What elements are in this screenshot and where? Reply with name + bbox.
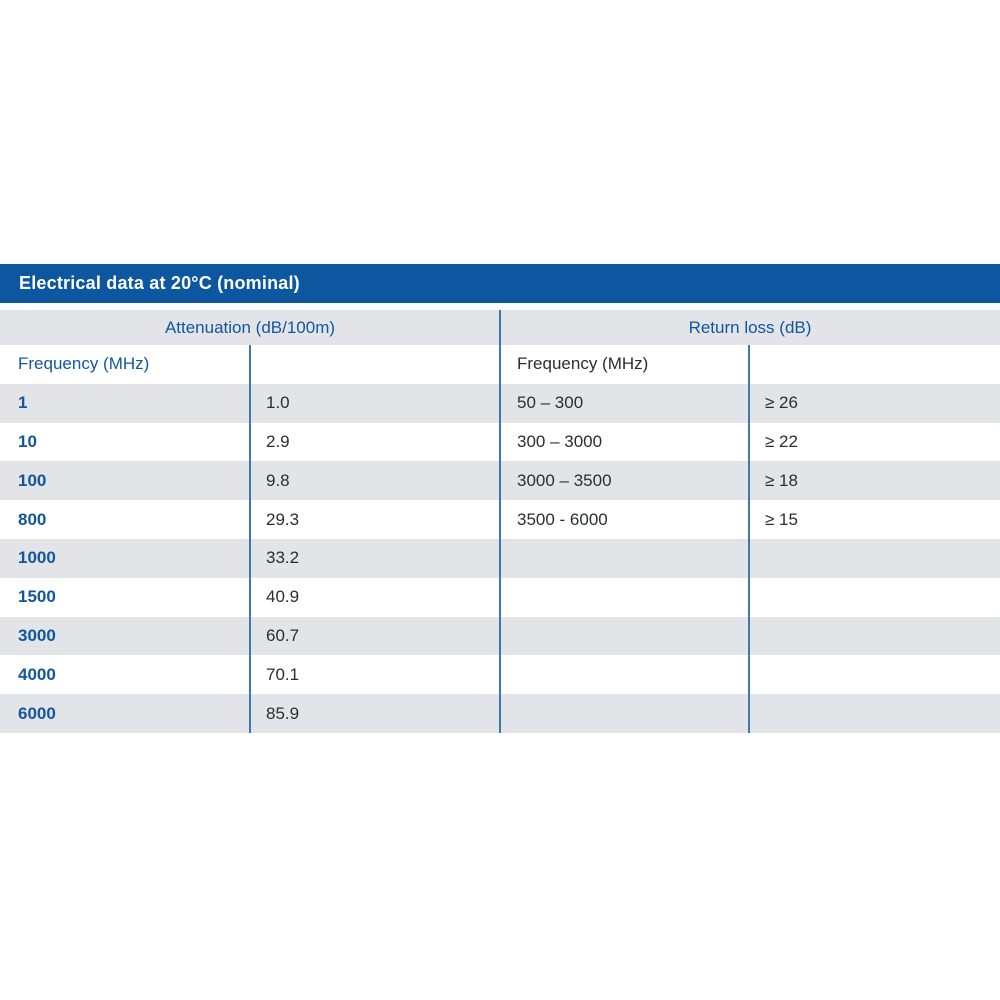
return-loss-value-cell: ≥ 26 [765, 393, 798, 413]
return-loss-value-cell [749, 345, 1000, 384]
return-loss-value-cell: ≥ 15 [765, 509, 798, 529]
attenuation-section-header: Attenuation (dB/100m) [0, 310, 500, 345]
return-loss-value-cell [749, 539, 1000, 578]
attenuation-frequency-cell: 4000 [18, 664, 56, 684]
return-loss-frequency-cell [499, 655, 749, 694]
attenuation-frequency-cell: 1500 [18, 587, 56, 607]
attenuation-frequency-column-label: Frequency (MHz) [18, 354, 150, 374]
return-loss-frequency-column-label: Frequency (MHz) [517, 354, 649, 374]
attenuation-value-cell: 29.3 [266, 509, 300, 529]
return-loss-frequency-cell: 50 – 300 [517, 393, 584, 413]
return-loss-frequency-cell: 300 – 3000 [517, 431, 603, 451]
attenuation-value-cell: 60.7 [266, 625, 300, 645]
attenuation-value-cell: 9.8 [266, 470, 290, 490]
attenuation-value-cell: 40.9 [266, 587, 300, 607]
section-header-row: Attenuation (dB/100m) Return loss (dB) [0, 310, 1000, 345]
return-loss-frequency-cell: 3000 – 3500 [517, 470, 612, 490]
return-loss-frequency-cell [499, 578, 749, 617]
return-loss-value-cell [749, 694, 1000, 733]
attenuation-value-cell: 2.9 [266, 431, 290, 451]
attenuation-frequency-cell: 800 [18, 509, 47, 529]
attenuation-header-label: Attenuation (dB/100m) [164, 317, 336, 337]
return-loss-section-header: Return loss (dB) [500, 310, 1000, 345]
return-loss-column-divider-line [748, 345, 750, 733]
electrical-data-table: Electrical data at 20°C (nominal) Attenu… [0, 264, 1000, 733]
attenuation-value-cell: 70.1 [266, 664, 300, 684]
attenuation-value-cell: 1.0 [266, 393, 290, 413]
attenuation-value-cell [250, 345, 499, 384]
return-loss-value-cell: ≥ 22 [765, 431, 798, 451]
return-loss-value-cell [749, 578, 1000, 617]
attenuation-column-divider-line [249, 345, 251, 733]
attenuation-frequency-cell: 10 [18, 431, 37, 451]
attenuation-frequency-cell: 100 [18, 470, 47, 490]
attenuation-frequency-cell: 6000 [18, 703, 56, 723]
return-loss-frequency-cell [499, 617, 749, 656]
return-loss-header-label: Return loss (dB) [688, 317, 812, 337]
return-loss-frequency-cell [499, 694, 749, 733]
return-loss-frequency-cell: 3500 - 6000 [517, 509, 608, 529]
attenuation-frequency-cell: 1 [18, 393, 28, 413]
attenuation-frequency-cell: 1000 [18, 548, 56, 568]
attenuation-value-cell: 85.9 [266, 703, 300, 723]
return-loss-value-cell: ≥ 18 [765, 470, 798, 490]
table-title-bar: Electrical data at 20°C (nominal) [0, 264, 1000, 303]
attenuation-value-cell: 33.2 [266, 548, 300, 568]
return-loss-value-cell [749, 617, 1000, 656]
table-title: Electrical data at 20°C (nominal) [19, 273, 300, 293]
return-loss-value-cell [749, 655, 1000, 694]
section-divider-line [499, 310, 501, 733]
attenuation-frequency-cell: 3000 [18, 625, 56, 645]
return-loss-frequency-cell [499, 539, 749, 578]
